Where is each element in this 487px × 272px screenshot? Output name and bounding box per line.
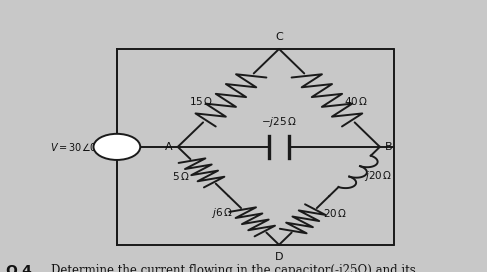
Text: $-j25\,\Omega$: $-j25\,\Omega$ bbox=[261, 115, 297, 129]
Text: D: D bbox=[275, 252, 283, 262]
Text: $V{=}30\angle0°\,V$: $V{=}30\angle0°\,V$ bbox=[50, 141, 112, 153]
Text: $20\,\Omega$: $20\,\Omega$ bbox=[323, 208, 348, 220]
Text: $15\,\Omega$: $15\,\Omega$ bbox=[189, 95, 214, 107]
Circle shape bbox=[94, 134, 140, 160]
Text: $40\,\Omega$: $40\,\Omega$ bbox=[344, 95, 368, 107]
Text: $j6\,\Omega$: $j6\,\Omega$ bbox=[211, 206, 233, 221]
Text: $j20\,\Omega$: $j20\,\Omega$ bbox=[364, 169, 392, 183]
Text: $5\,\Omega$: $5\,\Omega$ bbox=[172, 170, 190, 182]
Text: Q.4: Q.4 bbox=[5, 264, 32, 272]
Text: Determine the current flowing in the capacitor(-j25Ω) and its
direction as shown: Determine the current flowing in the cap… bbox=[51, 264, 427, 272]
Text: B: B bbox=[385, 142, 393, 152]
Text: C: C bbox=[275, 32, 283, 42]
Text: A: A bbox=[165, 142, 173, 152]
